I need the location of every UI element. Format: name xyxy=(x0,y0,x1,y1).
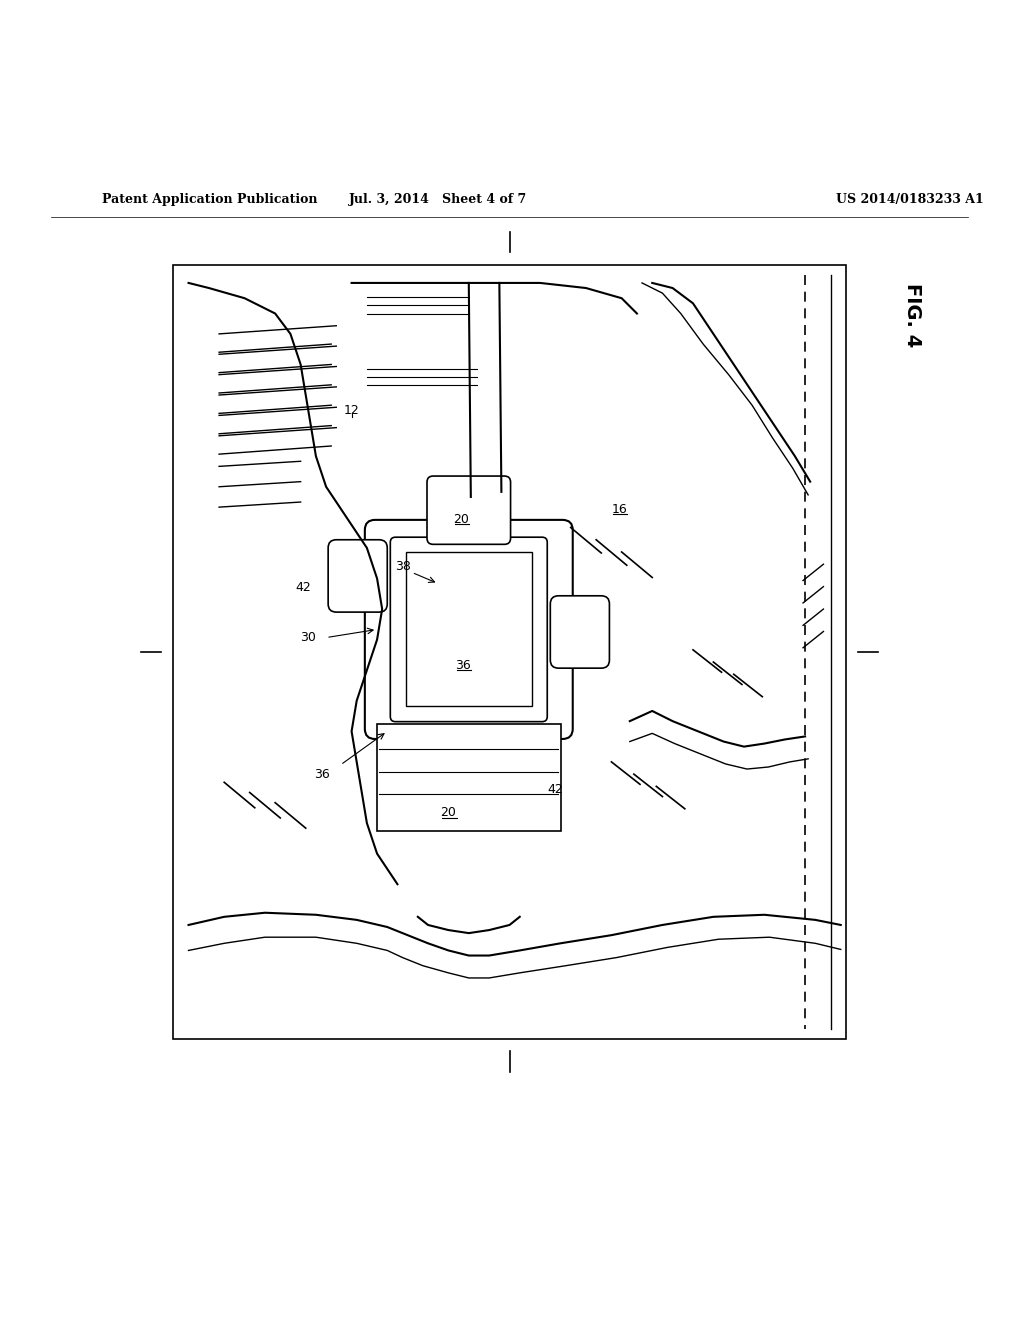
FancyBboxPatch shape xyxy=(427,477,511,544)
Text: 38: 38 xyxy=(394,560,411,573)
FancyBboxPatch shape xyxy=(390,537,547,722)
Text: 42: 42 xyxy=(296,581,311,594)
Text: Jul. 3, 2014   Sheet 4 of 7: Jul. 3, 2014 Sheet 4 of 7 xyxy=(349,193,527,206)
Text: 20: 20 xyxy=(453,513,469,525)
Text: Patent Application Publication: Patent Application Publication xyxy=(102,193,317,206)
Text: 20: 20 xyxy=(440,807,457,820)
Bar xyxy=(173,264,846,1039)
Bar xyxy=(406,553,532,706)
Bar xyxy=(377,723,560,830)
Text: 36: 36 xyxy=(455,659,471,672)
FancyBboxPatch shape xyxy=(328,540,387,612)
Text: FIG. 4: FIG. 4 xyxy=(902,284,922,347)
Text: US 2014/0183233 A1: US 2014/0183233 A1 xyxy=(836,193,983,206)
Text: 16: 16 xyxy=(611,503,628,516)
FancyBboxPatch shape xyxy=(365,520,572,739)
Text: 12: 12 xyxy=(344,404,359,417)
Text: 30: 30 xyxy=(300,631,315,644)
Text: 42: 42 xyxy=(548,783,563,796)
Text: 36: 36 xyxy=(314,768,330,780)
FancyBboxPatch shape xyxy=(550,595,609,668)
